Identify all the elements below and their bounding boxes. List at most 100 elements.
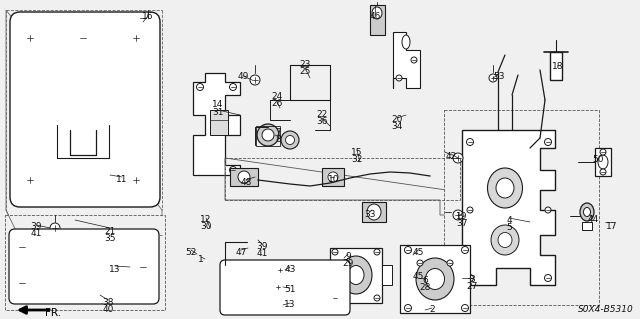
Bar (382, 265, 392, 285)
Ellipse shape (426, 269, 445, 290)
Text: S0X4-B5310: S0X4-B5310 (579, 305, 634, 314)
Bar (256, 126, 280, 146)
Ellipse shape (39, 42, 127, 177)
Ellipse shape (496, 178, 514, 198)
Text: 31: 31 (212, 108, 224, 117)
Text: 39: 39 (256, 242, 268, 251)
Ellipse shape (461, 247, 468, 254)
Ellipse shape (131, 33, 141, 43)
Text: 37: 37 (456, 219, 468, 228)
Ellipse shape (18, 243, 26, 251)
Ellipse shape (230, 84, 237, 91)
Bar (362, 202, 386, 222)
Bar (330, 248, 382, 303)
Text: 16: 16 (142, 12, 154, 21)
Text: 41: 41 (256, 249, 268, 258)
Ellipse shape (238, 171, 250, 183)
Bar (595, 148, 611, 176)
Ellipse shape (57, 70, 109, 125)
Text: 45: 45 (412, 248, 424, 257)
Ellipse shape (348, 265, 364, 285)
Ellipse shape (269, 280, 299, 294)
Bar (550, 52, 562, 80)
Text: 33: 33 (364, 210, 376, 219)
Bar (400, 245, 470, 313)
Text: 7: 7 (275, 128, 281, 137)
Text: 1: 1 (198, 255, 204, 264)
Ellipse shape (332, 249, 338, 255)
Text: 42: 42 (445, 152, 456, 161)
Text: 27: 27 (467, 282, 477, 291)
Ellipse shape (50, 223, 60, 233)
Ellipse shape (467, 275, 474, 281)
Polygon shape (462, 130, 555, 285)
Text: 4: 4 (506, 216, 512, 225)
Text: 34: 34 (391, 122, 403, 131)
Bar (582, 222, 592, 230)
Text: 41: 41 (30, 229, 42, 238)
Text: 50: 50 (592, 155, 604, 164)
Ellipse shape (374, 295, 380, 301)
FancyBboxPatch shape (9, 229, 159, 304)
Ellipse shape (139, 14, 147, 22)
Ellipse shape (25, 175, 35, 185)
Ellipse shape (250, 75, 260, 85)
Ellipse shape (461, 305, 468, 311)
Text: 30: 30 (200, 222, 212, 231)
Ellipse shape (79, 34, 87, 42)
Text: 45: 45 (412, 272, 424, 281)
Ellipse shape (404, 247, 412, 254)
Ellipse shape (230, 167, 237, 174)
FancyBboxPatch shape (220, 260, 350, 315)
Ellipse shape (374, 249, 380, 255)
Text: 20: 20 (391, 115, 403, 124)
Text: 44: 44 (588, 215, 598, 224)
Text: 46: 46 (369, 12, 381, 21)
Bar (230, 168, 258, 186)
Bar (272, 278, 296, 292)
Ellipse shape (580, 203, 594, 221)
Ellipse shape (404, 305, 412, 311)
Ellipse shape (491, 225, 519, 255)
Text: 49: 49 (237, 72, 249, 81)
Ellipse shape (56, 251, 111, 283)
Ellipse shape (131, 175, 141, 185)
Ellipse shape (25, 33, 35, 43)
Text: 15: 15 (351, 148, 363, 157)
Text: 13: 13 (284, 300, 296, 309)
Polygon shape (193, 73, 240, 175)
Text: 22: 22 (316, 110, 328, 119)
Ellipse shape (254, 273, 314, 301)
Text: 12: 12 (200, 215, 212, 224)
Text: 26: 26 (271, 99, 283, 108)
Ellipse shape (70, 258, 98, 276)
Text: 6: 6 (422, 276, 428, 285)
Text: 35: 35 (104, 234, 116, 243)
Text: 43: 43 (284, 265, 296, 274)
Text: 53: 53 (493, 72, 505, 81)
Ellipse shape (545, 207, 551, 213)
Text: 48: 48 (240, 178, 252, 187)
Ellipse shape (328, 172, 338, 182)
Ellipse shape (411, 57, 417, 63)
Text: 21: 21 (104, 227, 116, 236)
Ellipse shape (600, 149, 606, 155)
Ellipse shape (139, 263, 147, 271)
Ellipse shape (453, 153, 463, 163)
Polygon shape (393, 32, 420, 88)
Text: 32: 32 (351, 155, 363, 164)
Ellipse shape (447, 260, 453, 266)
Ellipse shape (48, 55, 118, 165)
Ellipse shape (262, 129, 274, 141)
Ellipse shape (281, 131, 299, 149)
Text: 23: 23 (300, 60, 310, 69)
Bar (322, 168, 344, 186)
Bar (5, 215, 165, 310)
Ellipse shape (489, 74, 497, 82)
Text: 14: 14 (212, 100, 224, 109)
Text: 13: 13 (109, 265, 121, 274)
Text: 40: 40 (102, 305, 114, 314)
Ellipse shape (545, 275, 552, 281)
Bar (210, 110, 228, 135)
Text: 3: 3 (469, 275, 475, 284)
